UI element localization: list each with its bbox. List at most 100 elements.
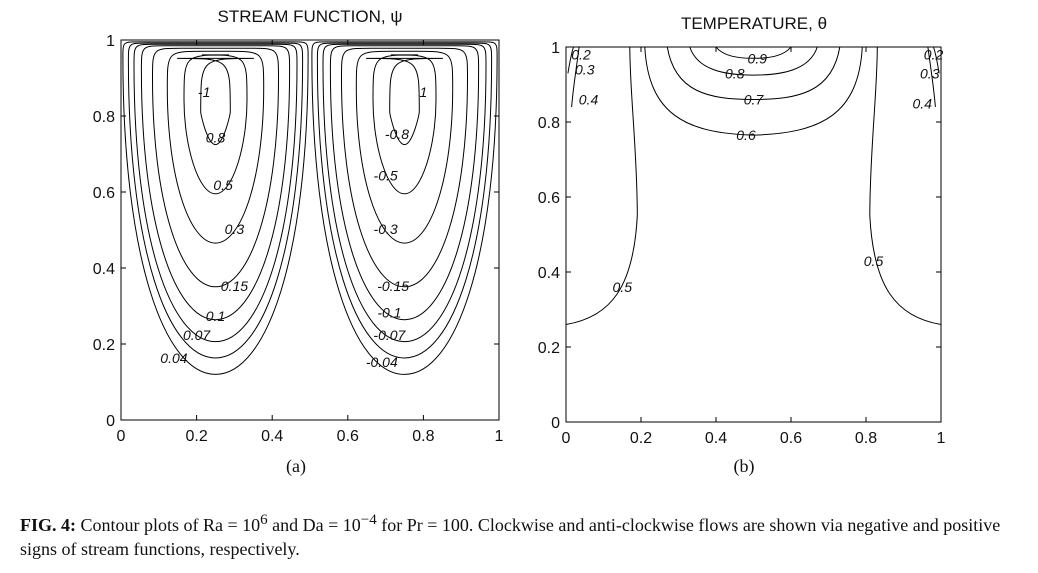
stream-function-contour-label: -0.07 bbox=[373, 327, 406, 343]
temperature-x-tick-label: 0.4 bbox=[705, 430, 727, 447]
temperature-contour-label: 0.4 bbox=[579, 92, 599, 108]
stream-function-contour-label: -0.1 bbox=[377, 304, 401, 320]
temperature-y-tick-label: 0.4 bbox=[538, 265, 560, 282]
left-cell-contour-3 bbox=[140, 45, 291, 321]
stream-function-contour-label: 0.15 bbox=[221, 278, 248, 294]
right-cell-contour-7 bbox=[366, 57, 443, 146]
temperature-x-tick-label: 0.8 bbox=[855, 430, 877, 447]
caption-label: FIG. 4: bbox=[20, 515, 76, 535]
stream-function-y-ticks: 0 0.2 0.4 0.6 0.8 1 bbox=[93, 33, 499, 430]
figure-canvas: STREAM FUNCTION, ψ 0 0.2 0.4 0.6 0.8 1 00.20.… bbox=[93, 7, 946, 477]
temperature-contour-label: 0.2 bbox=[571, 47, 591, 63]
temperature-contour-0 bbox=[565, 46, 638, 325]
left-cell-contour-4 bbox=[151, 47, 280, 288]
temperature-y-tick-label: 0.6 bbox=[538, 190, 560, 207]
stream-function-x-tick-label: 0.4 bbox=[261, 428, 283, 445]
stream-function-contour-label: 1 bbox=[420, 84, 428, 100]
temperature-contour-9 bbox=[933, 46, 940, 74]
left-cell-contour-2 bbox=[133, 43, 298, 343]
temperature-contour-4 bbox=[689, 46, 818, 76]
stream-function-y-tick-label: 1 bbox=[106, 33, 115, 50]
stream-function-contour-label: -0.3 bbox=[374, 221, 398, 237]
left-cell-contour-5 bbox=[166, 50, 265, 244]
temperature-contours bbox=[565, 46, 942, 325]
stream-function-contour-label: -0.5 bbox=[374, 168, 398, 184]
stream-function-axes-frame bbox=[120, 39, 500, 421]
right-cell-contour-5 bbox=[355, 50, 454, 244]
panel-b-label: (b) bbox=[734, 456, 755, 477]
stream-function-y-tick-label: 0.2 bbox=[93, 337, 115, 354]
temperature-contour-label: 0.2 bbox=[924, 47, 944, 63]
stream-function-contour-labels: -1 0.8 0.5 0.3 0.15 0.1 0.07 0.04 1 -0.8 -0.5 -0.3 -… bbox=[160, 84, 427, 370]
stream-function-contours bbox=[122, 41, 498, 375]
right-cell-contour-0 bbox=[311, 41, 498, 375]
stream-function-contour-label: -0.04 bbox=[366, 354, 398, 370]
temperature-contour-3 bbox=[666, 46, 841, 101]
temperature-y-ticks: 0 0.2 0.4 0.6 0.8 1 bbox=[538, 40, 941, 432]
temperature-contour-label: 0.7 bbox=[744, 92, 765, 108]
stream-function-x-tick-label: 1 bbox=[495, 428, 504, 445]
temperature-axes-frame bbox=[565, 46, 942, 423]
temperature-x-tick-label: 0 bbox=[562, 430, 571, 447]
temperature-contour-labels: 0.90.80.70.60.50.50.4 0.40.3 0.30.2 0.2 bbox=[571, 47, 943, 296]
temperature-contour-label: 0.8 bbox=[725, 65, 745, 81]
left-cell-contour-0 bbox=[122, 41, 309, 375]
stream-function-title: STREAM FUNCTION, ψ bbox=[218, 7, 403, 26]
right-cell-contour-4 bbox=[340, 47, 469, 288]
stream-function-y-tick-label: 0.8 bbox=[93, 109, 115, 126]
temperature-contour-label: 0.9 bbox=[748, 50, 768, 66]
temperature-x-tick-label: 0.2 bbox=[630, 430, 652, 447]
panel-a-label: (a) bbox=[286, 456, 306, 477]
temperature-contour-label: 0.5 bbox=[864, 253, 884, 269]
temperature-title: TEMPERATURE, θ bbox=[681, 14, 827, 33]
stream-function-contour-label: -0.8 bbox=[385, 126, 409, 142]
figure-caption: FIG. 4: Contour plots of Ra = 106 and Da… bbox=[20, 508, 1020, 561]
temperature-contour-label: 0.4 bbox=[913, 95, 933, 111]
stream-function-contour-label: 0.3 bbox=[225, 221, 245, 237]
temperature-y-tick-label: 1 bbox=[551, 40, 560, 57]
right-cell-contour-1 bbox=[316, 42, 493, 359]
temperature-y-tick-label: 0 bbox=[551, 415, 560, 432]
stream-function-x-tick-label: 0.6 bbox=[337, 428, 359, 445]
right-cell-contour-3 bbox=[329, 45, 480, 321]
left-cell-contour-6 bbox=[183, 54, 248, 195]
caption-text-1: Contour plots of Ra = 10 bbox=[76, 515, 261, 535]
stream-function-panel: STREAM FUNCTION, ψ 0 0.2 0.4 0.6 0.8 1 0 0.2 0.… bbox=[93, 7, 504, 477]
temperature-panel: TEMPERATURE, θ 0 0.2 0.4 0.6 0.8 1 0 0.2 0.4 0.6… bbox=[538, 14, 946, 477]
stream-function-contour-label: 0.5 bbox=[213, 177, 233, 193]
caption-text-2: and Da = 10 bbox=[267, 515, 361, 535]
stream-function-x-ticks: 0 0.2 0.4 0.6 0.8 1 bbox=[117, 40, 504, 445]
temperature-contour-1 bbox=[869, 46, 942, 325]
temperature-y-tick-label: 0.8 bbox=[538, 115, 560, 132]
stream-function-contour-label: 0.07 bbox=[183, 327, 211, 343]
temperature-contour-6 bbox=[571, 46, 580, 108]
caption-exponent-2: −4 bbox=[360, 512, 377, 528]
temperature-x-ticks: 0 0.2 0.4 0.6 0.8 1 bbox=[562, 47, 946, 447]
temperature-contour-2 bbox=[644, 46, 863, 136]
stream-function-y-tick-label: 0 bbox=[106, 413, 115, 430]
right-cell-contour-2 bbox=[322, 43, 487, 343]
stream-function-x-tick-label: 0.2 bbox=[185, 428, 207, 445]
temperature-contour-5 bbox=[715, 46, 792, 59]
temperature-contour-7 bbox=[567, 46, 574, 74]
stream-function-x-tick-label: 0.8 bbox=[412, 428, 434, 445]
stream-function-contour-label: 0.1 bbox=[206, 308, 225, 324]
temperature-contour-label: 0.5 bbox=[613, 279, 633, 295]
caption-exponent-1: 6 bbox=[260, 512, 268, 528]
stream-function-y-tick-label: 0.4 bbox=[93, 261, 115, 278]
stream-function-y-tick-label: 0.6 bbox=[93, 185, 115, 202]
temperature-x-tick-label: 1 bbox=[937, 430, 946, 447]
right-cell-contour-6 bbox=[372, 54, 437, 195]
temperature-contour-label: 0.3 bbox=[575, 62, 595, 78]
stream-function-x-tick-label: 0 bbox=[117, 428, 126, 445]
temperature-x-tick-label: 0.6 bbox=[780, 430, 802, 447]
temperature-contour-label: 0.3 bbox=[920, 65, 940, 81]
stream-function-contour-label: -0.15 bbox=[377, 278, 409, 294]
caption-text-3: for Pr = 100. Clockwise and anti-clockwi… bbox=[20, 515, 1001, 559]
stream-function-contour-label: 0.8 bbox=[206, 130, 226, 146]
temperature-contour-label: 0.6 bbox=[736, 127, 756, 143]
temperature-contour-8 bbox=[927, 46, 936, 108]
temperature-y-tick-label: 0.2 bbox=[538, 340, 560, 357]
left-cell-contour-1 bbox=[127, 42, 304, 359]
left-cell-contour-7 bbox=[177, 57, 254, 146]
